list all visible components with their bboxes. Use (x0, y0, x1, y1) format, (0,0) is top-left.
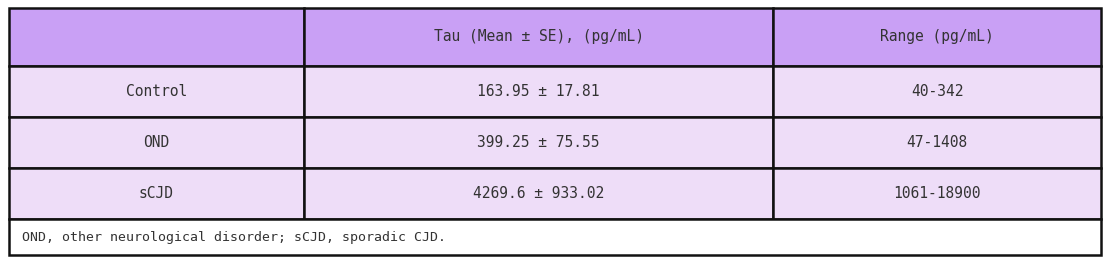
Text: OND, other neurological disorder; sCJD, sporadic CJD.: OND, other neurological disorder; sCJD, … (22, 231, 446, 244)
Text: 47-1408: 47-1408 (907, 135, 968, 150)
Text: OND: OND (143, 135, 170, 150)
Text: 40-342: 40-342 (911, 84, 963, 99)
Bar (304, 66, 774, 117)
Bar (774, 168, 1101, 219)
Text: Control: Control (125, 84, 186, 99)
Text: 399.25 ± 75.55: 399.25 ± 75.55 (477, 135, 599, 150)
Text: 163.95 ± 17.81: 163.95 ± 17.81 (477, 84, 599, 99)
Bar (304, 117, 774, 168)
Bar (9, 66, 304, 117)
Bar (774, 66, 1101, 117)
Text: Range (pg/mL): Range (pg/mL) (880, 29, 995, 44)
Bar (774, 117, 1101, 168)
Text: 1061-18900: 1061-18900 (894, 186, 981, 201)
Bar (9, 8, 304, 66)
Bar (304, 8, 774, 66)
Bar (9, 168, 304, 219)
Bar (9, 117, 304, 168)
Text: 4269.6 ± 933.02: 4269.6 ± 933.02 (473, 186, 604, 201)
Bar (774, 8, 1101, 66)
Text: Tau (Mean ± SE), (pg/mL): Tau (Mean ± SE), (pg/mL) (434, 29, 644, 44)
Bar (9, 219, 1101, 255)
Text: sCJD: sCJD (139, 186, 174, 201)
Bar (304, 168, 774, 219)
